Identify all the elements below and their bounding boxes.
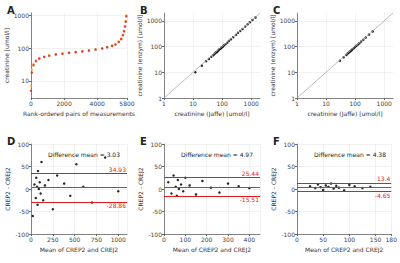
svg-text:100: 100 (349, 100, 361, 107)
svg-text:-50: -50 (19, 208, 29, 215)
svg-text:0: 0 (162, 236, 166, 243)
svg-text:0: 0 (25, 186, 29, 193)
svg-text:100: 100 (18, 141, 30, 148)
svg-text:-100: -100 (148, 231, 162, 238)
svg-text:Mean of CREP2 and CREJ2: Mean of CREP2 and CREJ2 (173, 246, 252, 254)
svg-text:1000: 1000 (377, 100, 392, 107)
svg-text:1: 1 (295, 100, 299, 107)
svg-text:100: 100 (180, 236, 192, 243)
svg-text:10: 10 (154, 69, 162, 76)
svg-text:-50: -50 (285, 208, 295, 215)
svg-text:50: 50 (319, 236, 327, 243)
svg-text:Mean of CREP2 and CREJ2: Mean of CREP2 and CREJ2 (40, 246, 119, 254)
svg-text:250: 250 (47, 236, 59, 243)
svg-text:1000: 1000 (111, 236, 126, 243)
svg-text:-15.51: -15.51 (240, 196, 260, 203)
svg-text:13.4: 13.4 (377, 175, 391, 182)
svg-text:100: 100 (284, 43, 296, 50)
svg-text:CREP2 - CREJ2: CREP2 - CREJ2 (270, 167, 278, 210)
svg-text:5800: 5800 (119, 100, 134, 107)
svg-text:creatinine [umol/l]: creatinine [umol/l] (3, 28, 10, 83)
svg-text:-100: -100 (15, 231, 29, 238)
svg-text:Rank-ordered pairs of measurem: Rank-ordered pairs of measurements (23, 110, 135, 118)
svg-text:10: 10 (21, 77, 29, 84)
svg-text:0: 0 (29, 236, 33, 243)
svg-text:-50: -50 (152, 208, 162, 215)
svg-text:1000: 1000 (147, 17, 162, 24)
svg-text:1: 1 (162, 100, 166, 107)
svg-text:50: 50 (154, 163, 162, 170)
svg-text:-4.65: -4.65 (375, 192, 391, 199)
svg-text:500: 500 (69, 236, 81, 243)
svg-text:C: C (273, 5, 280, 16)
svg-text:creatinine (enzym) [umol/l]: creatinine (enzym) [umol/l] (269, 15, 277, 97)
svg-text:200: 200 (201, 236, 213, 243)
svg-text:100: 100 (216, 100, 228, 107)
svg-text:10: 10 (189, 100, 197, 107)
svg-text:300: 300 (222, 236, 234, 243)
svg-text:25.44: 25.44 (242, 170, 259, 177)
svg-text:1: 1 (158, 94, 162, 102)
svg-text:Difference mean = 4.97: Difference mean = 4.97 (181, 151, 253, 158)
svg-text:4000: 4000 (90, 100, 105, 107)
svg-text:F: F (273, 136, 280, 147)
svg-text:B: B (140, 5, 148, 16)
svg-text:D: D (7, 136, 15, 147)
svg-text:CREP2 - CREJ2: CREP2 - CREJ2 (4, 167, 12, 210)
svg-text:E: E (140, 136, 147, 147)
svg-text:Mean of CREP2 and CREJ2: Mean of CREP2 and CREJ2 (305, 246, 384, 254)
svg-text:750: 750 (91, 236, 103, 243)
svg-text:100: 100 (284, 141, 296, 148)
svg-text:-28.86: -28.86 (107, 202, 127, 209)
svg-text:creatinine (Jaffe) [umol/l]: creatinine (Jaffe) [umol/l] (307, 110, 382, 118)
svg-text:0: 0 (29, 100, 33, 107)
svg-text:10: 10 (322, 100, 330, 107)
svg-text:-100: -100 (281, 231, 295, 238)
svg-text:10: 10 (287, 69, 295, 76)
svg-text:34.93: 34.93 (109, 166, 126, 173)
svg-text:100: 100 (151, 141, 163, 148)
svg-text:creatinine (enzym) [umol/l]: creatinine (enzym) [umol/l] (136, 15, 144, 97)
svg-text:2000: 2000 (56, 100, 71, 107)
svg-text:100: 100 (151, 43, 163, 50)
svg-text:180: 180 (386, 236, 398, 243)
svg-text:A: A (7, 5, 15, 16)
svg-text:Difference mean = 4.38: Difference mean = 4.38 (314, 151, 386, 158)
svg-text:0: 0 (291, 186, 295, 193)
svg-text:100: 100 (344, 236, 356, 243)
svg-text:1000: 1000 (14, 12, 29, 19)
svg-text:150: 150 (370, 236, 382, 243)
svg-text:1000: 1000 (280, 17, 295, 24)
svg-text:CREP2 - CREJ2: CREP2 - CREJ2 (137, 167, 145, 210)
svg-text:400: 400 (244, 236, 256, 243)
svg-text:creatinine (Jaffe) [umol/l]: creatinine (Jaffe) [umol/l] (174, 110, 249, 118)
svg-text:1000: 1000 (244, 100, 259, 107)
svg-text:0: 0 (295, 236, 299, 243)
svg-text:1: 1 (291, 94, 295, 102)
svg-text:50: 50 (287, 163, 295, 170)
svg-text:0: 0 (158, 186, 162, 193)
svg-text:100: 100 (18, 45, 30, 52)
svg-text:50: 50 (21, 163, 29, 170)
svg-text:Difference mean = 3.03: Difference mean = 3.03 (48, 151, 120, 158)
